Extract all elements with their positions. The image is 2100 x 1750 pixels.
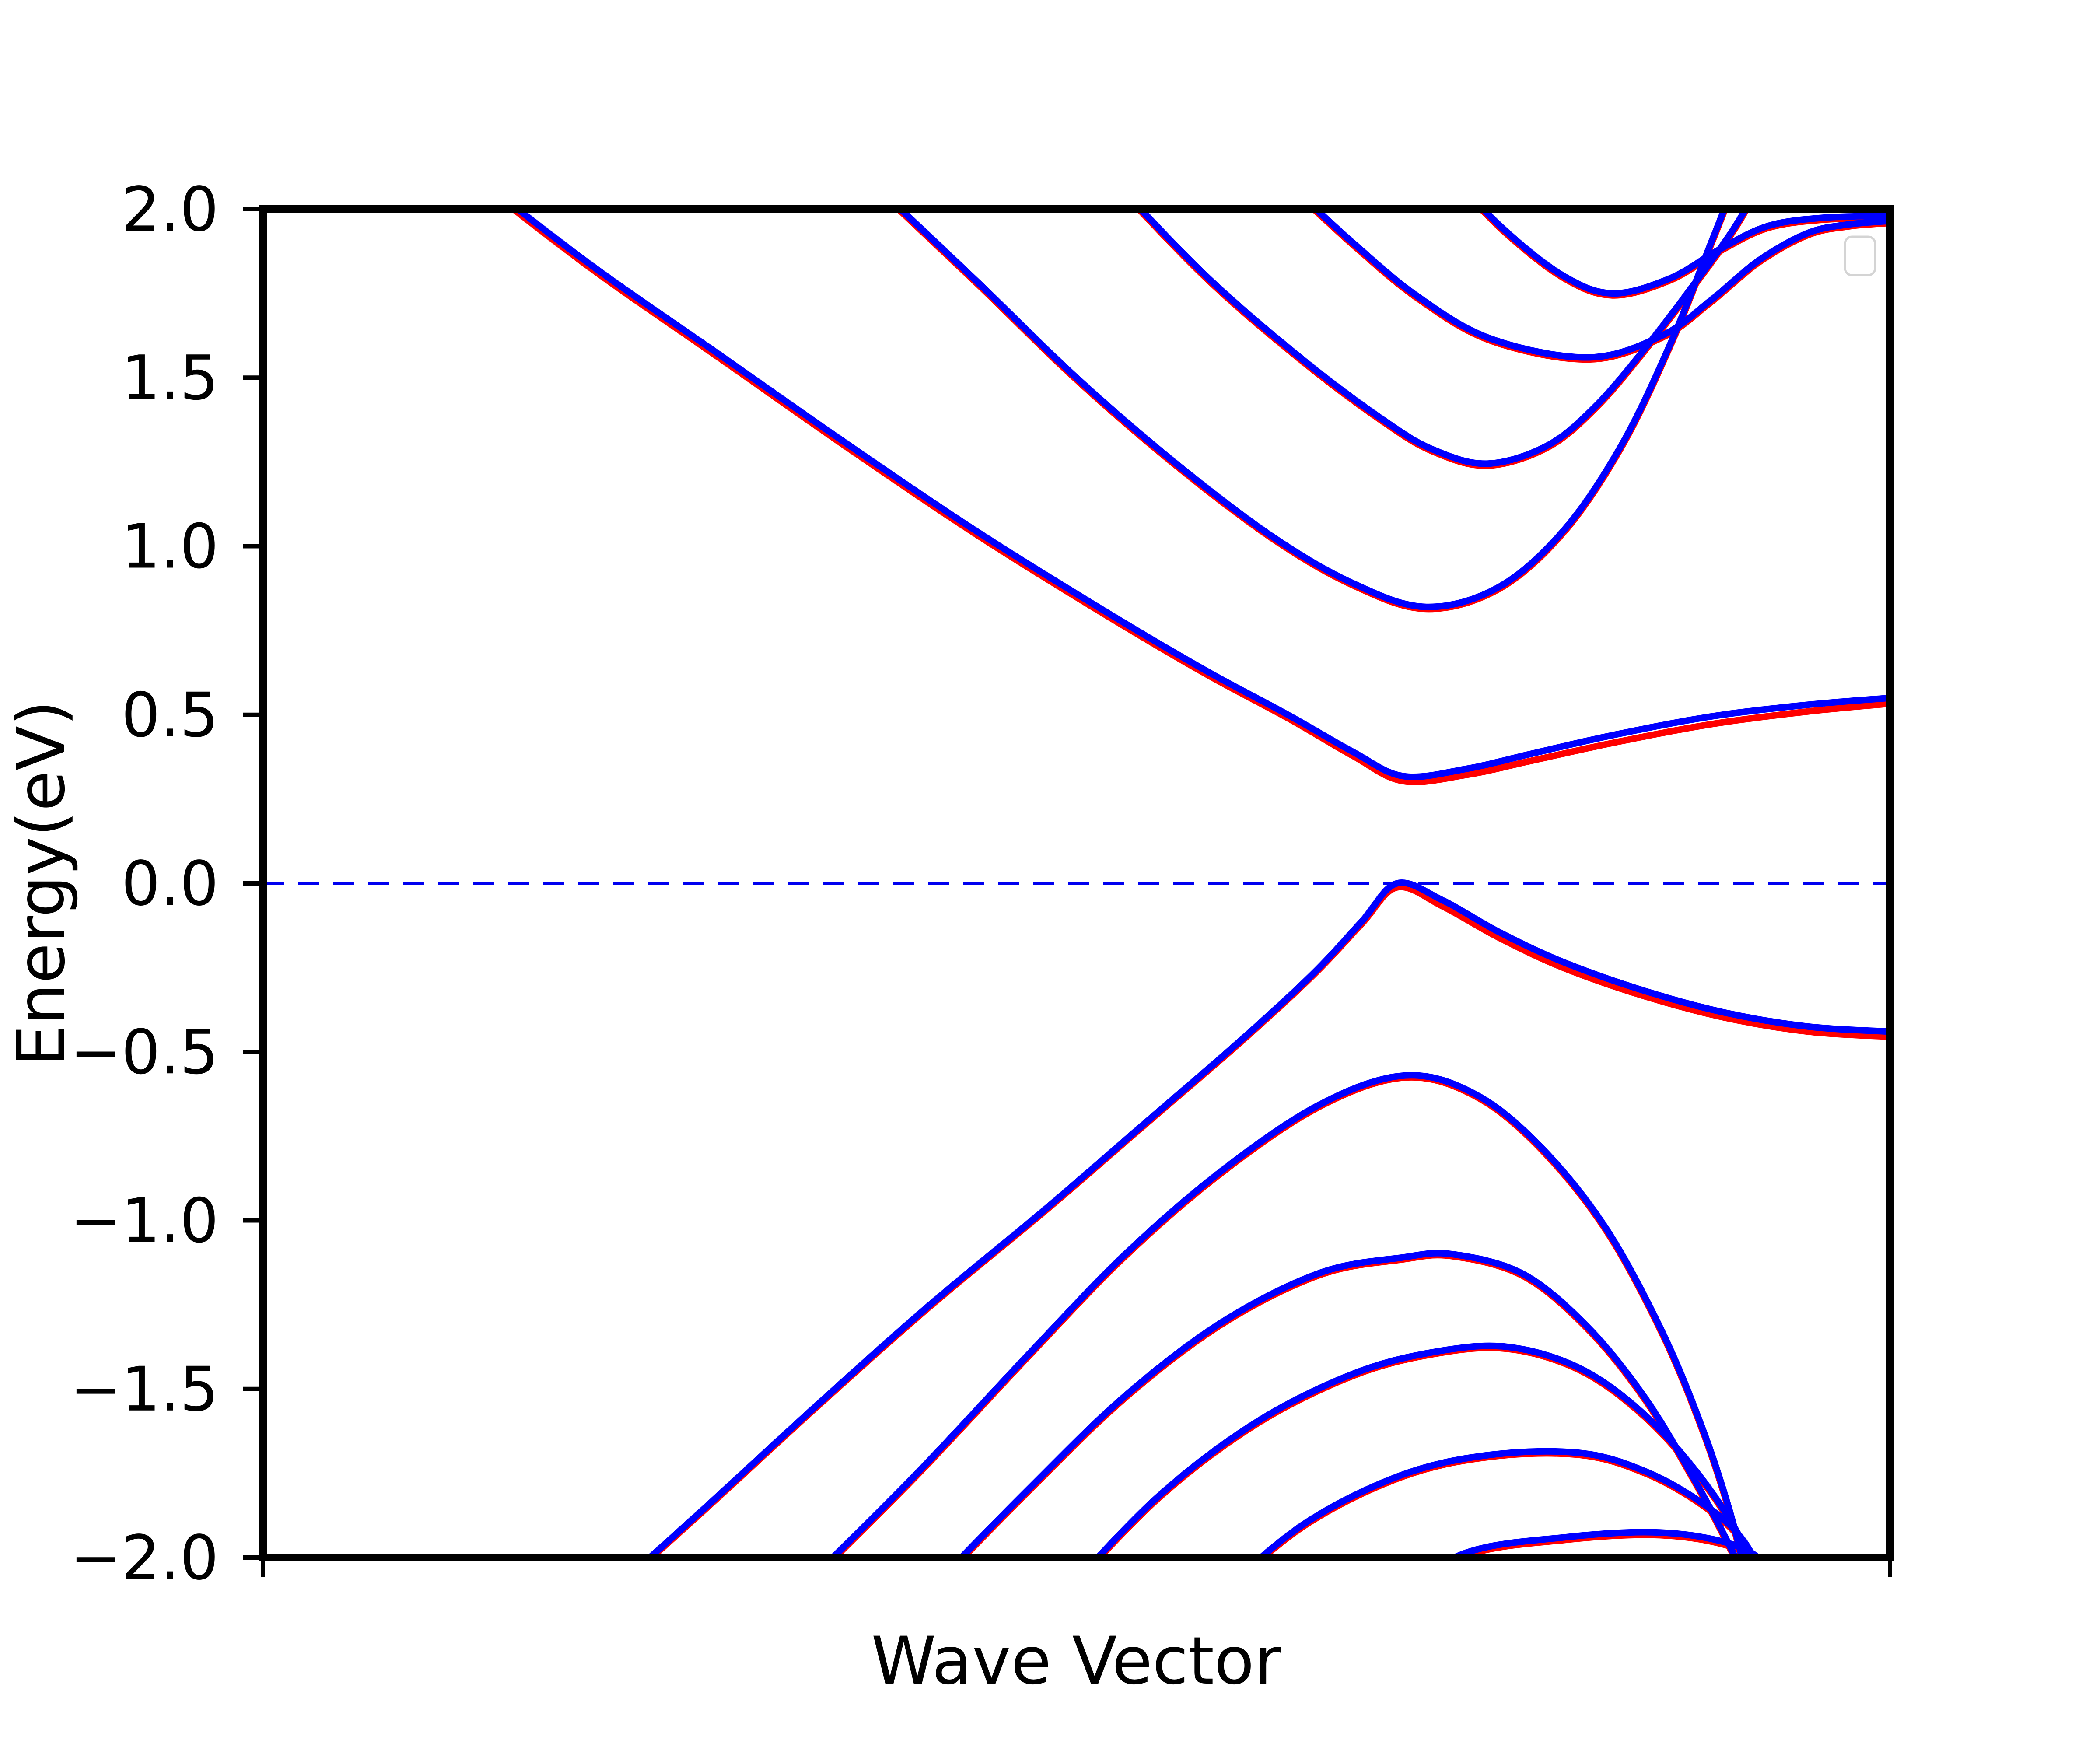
band-conduction-3-blue [1136, 209, 1750, 467]
band-conduction-2-blue [896, 209, 1728, 610]
band-curves-red [508, 209, 1890, 1558]
band-conduction-4-blue [1311, 209, 1890, 361]
band-valence-4-blue [1093, 1342, 1754, 1558]
axes-spines [259, 205, 1894, 1561]
band-valence-2-blue [828, 1072, 1746, 1558]
y-tick-label: 0.5 [121, 680, 219, 751]
y-tick-label: −1.0 [70, 1186, 219, 1257]
y-tick-label: −1.5 [70, 1354, 219, 1425]
band-conduction-1-blue [512, 209, 1890, 780]
band-valence-1-blue [645, 879, 1890, 1558]
y-tick-label: −0.5 [70, 1017, 219, 1088]
axis-ticks-and-labels: 2.0 1.5 1.0 0.5 0.0 −0.5 −1.0 −1.5 −2.0 [70, 174, 1892, 1594]
y-axis-label: Energy(eV) [4, 700, 80, 1066]
band-valence-3-blue [956, 1250, 1740, 1558]
band-conduction-4-red [1309, 209, 1890, 363]
band-conduction-1-red [508, 209, 1890, 785]
band-valence-5-blue [1256, 1448, 1758, 1558]
axes-frame [259, 205, 1894, 1561]
band-valence-2-red [830, 1074, 1745, 1558]
y-tick-label: −2.0 [70, 1522, 219, 1594]
band-conduction-5-blue [1478, 209, 1890, 297]
band-valence-6-red [1452, 1531, 1760, 1558]
legend-empty-box [1844, 235, 1876, 276]
band-valence-6-blue [1446, 1529, 1763, 1558]
y-tick-label: 0.0 [121, 848, 219, 920]
band-valence-3-red [959, 1252, 1738, 1558]
y-tick-label: 2.0 [121, 174, 219, 245]
band-curves-blue [512, 209, 1890, 1558]
legend-box [1844, 235, 1876, 276]
y-tick-label: 1.0 [121, 511, 219, 583]
x-axis-label: Wave Vector [871, 1623, 1281, 1699]
y-tick-label: 1.5 [121, 343, 219, 414]
